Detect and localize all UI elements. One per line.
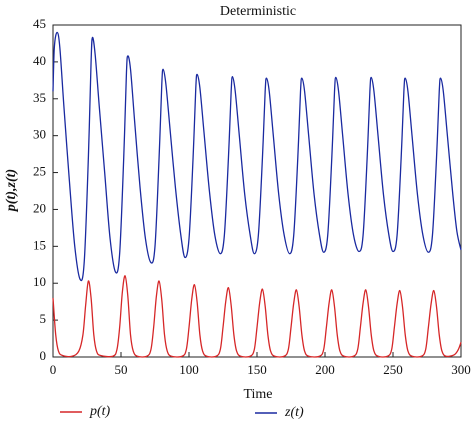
- chart-title: Deterministic: [220, 4, 296, 19]
- x-axis-label: Time: [243, 387, 272, 402]
- x-tick-label: 150: [247, 362, 267, 377]
- x-tick-label: 0: [50, 362, 57, 377]
- series-line: [52, 31, 462, 282]
- series-line: [52, 275, 462, 358]
- y-tick-label: 20: [33, 200, 46, 215]
- y-tick-label: 40: [33, 53, 46, 68]
- y-tick-label: 5: [40, 311, 47, 326]
- x-tick-label: 200: [315, 362, 335, 377]
- y-axis-label: p(t),z(t): [4, 169, 19, 212]
- x-tick-label: 250: [383, 362, 403, 377]
- y-tick-label: 30: [33, 127, 46, 142]
- legend-label: p(t): [89, 404, 111, 419]
- y-tick-label: 25: [33, 164, 46, 179]
- x-tick-label: 50: [115, 362, 128, 377]
- y-tick-label: 15: [33, 237, 46, 252]
- y-tick-label: 45: [33, 16, 46, 31]
- y-tick-label: 10: [33, 274, 46, 289]
- y-tick-label: 0: [40, 348, 47, 363]
- x-tick-label: 300: [451, 362, 471, 377]
- legend-label: z(t): [284, 405, 304, 420]
- x-tick-label: 100: [179, 362, 199, 377]
- y-tick-label: 35: [33, 90, 46, 105]
